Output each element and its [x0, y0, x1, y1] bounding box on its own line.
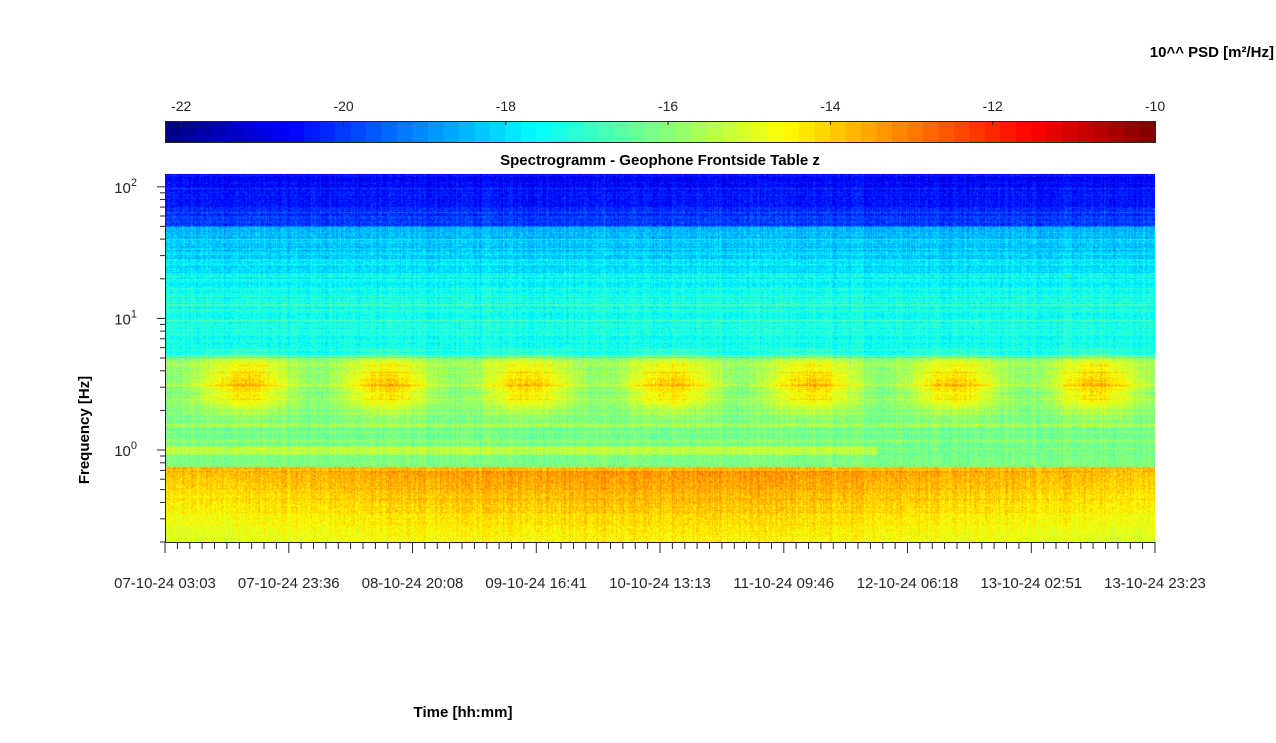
- colorbar-swatch: [350, 121, 367, 142]
- x-tick-label: 11-10-24 09:46: [733, 575, 834, 592]
- colorbar-swatch: [922, 121, 940, 142]
- colorbar-frame: [165, 121, 1156, 143]
- colorbar-swatch: [427, 121, 445, 142]
- colorbar-tick-label: -10: [1145, 98, 1165, 114]
- x-tick-label: 07-10-24 03:03: [114, 575, 216, 592]
- colorbar-swatch: [474, 121, 491, 142]
- colorbar-swatch: [892, 121, 909, 142]
- colorbar-swatch: [644, 121, 661, 142]
- colorbar-tick-label: -18: [496, 98, 516, 114]
- colorbar-swatch: [226, 121, 243, 142]
- colorbar-swatch: [458, 121, 475, 142]
- colorbar-swatch: [613, 121, 630, 142]
- x-tick-label: 12-10-24 06:18: [857, 575, 959, 592]
- colorbar-tick-label: -16: [658, 98, 678, 114]
- colorbar-swatch: [984, 121, 1001, 142]
- colorbar-swatch: [675, 121, 692, 142]
- colorbar-swatch: [706, 121, 723, 142]
- colorbar-swatch: [1124, 121, 1141, 142]
- colorbar-swatch: [1046, 121, 1063, 142]
- colorbar-swatch: [876, 121, 893, 142]
- colorbar-swatch: [489, 121, 506, 142]
- colorbar-swatch: [288, 121, 305, 142]
- colorbar-swatch: [768, 121, 785, 142]
- colorbar-swatch: [304, 121, 321, 142]
- colorbar-swatch: [536, 121, 553, 142]
- colorbar-swatch: [1077, 121, 1094, 142]
- x-tick-label: 09-10-24 16:41: [485, 575, 587, 592]
- colorbar-swatch: [1108, 121, 1125, 142]
- y-axis-label: Frequency [Hz]: [76, 376, 93, 484]
- colorbar-label: 10^^ PSD [m²/Hz]: [1150, 44, 1274, 61]
- chart-title: Spectrogramm - Geophone Frontside Table …: [500, 152, 820, 169]
- colorbar-swatch: [598, 121, 615, 142]
- colorbar-swatch: [273, 121, 290, 142]
- colorbar-swatch: [505, 121, 522, 142]
- colorbar-swatch: [752, 121, 769, 142]
- colorbar-swatch: [737, 121, 754, 142]
- colorbar-swatch: [830, 121, 847, 142]
- colorbar-swatch: [520, 121, 537, 142]
- x-axis-ticks: 07-10-24 03:03 07-10-24 23:36 08-10-24 20:…: [114, 542, 1206, 592]
- y-tick-label: 102: [114, 177, 137, 197]
- colorbar-ticks: -22 -20 -18 -16 -14 -12 -10: [171, 98, 1165, 125]
- colorbar-swatch: [257, 121, 274, 142]
- colorbar-swatch: [721, 121, 738, 142]
- y-tick-label: 101: [114, 308, 137, 328]
- colorbar-swatch: [799, 121, 816, 142]
- y-tick-label: 100: [114, 440, 137, 460]
- colorbar-swatch: [814, 121, 831, 142]
- colorbar-swatch: [381, 121, 398, 142]
- colorbar-swatch: [443, 121, 460, 142]
- colorbar-tick-label: -14: [820, 98, 840, 114]
- colorbar-swatch: [582, 121, 599, 142]
- x-axis-label: Time [hh:mm]: [414, 704, 513, 721]
- colorbar-swatch: [1093, 121, 1110, 142]
- colorbar-swatch: [211, 121, 228, 142]
- colorbar-swatch: [861, 121, 878, 142]
- colorbar-swatch: [180, 121, 197, 142]
- colorbar-swatch: [366, 121, 383, 142]
- x-tick-label: 13-10-24 23:23: [1104, 575, 1206, 592]
- colorbar-swatch: [907, 121, 924, 142]
- colorbar-swatch: [1031, 121, 1048, 142]
- colorbar-swatch: [629, 121, 646, 142]
- colorbar-swatch: [660, 121, 677, 142]
- colorbar-swatch: [938, 121, 955, 142]
- colorbar-swatch: [1000, 121, 1017, 142]
- y-axis-ticks: 100 101 102: [114, 177, 165, 543]
- colorbar-swatch: [335, 121, 352, 142]
- colorbar-swatch: [1015, 121, 1032, 142]
- colorbar-swatch: [1139, 121, 1156, 142]
- colorbar-swatch: [242, 121, 259, 142]
- spectrogram-plot-area: [165, 174, 1155, 542]
- spectrogram-heatmap: [165, 174, 1155, 542]
- x-tick-label: 08-10-24 20:08: [362, 575, 464, 592]
- colorbar-tick-label: -20: [333, 98, 353, 114]
- colorbar-swatch: [953, 121, 970, 142]
- colorbar-swatch: [1062, 121, 1079, 142]
- colorbar-swatch: [412, 121, 429, 142]
- colorbar-swatch: [165, 121, 182, 142]
- colorbar-swatch: [783, 121, 800, 142]
- x-tick-label: 13-10-24 02:51: [980, 575, 1082, 592]
- x-tick-label: 10-10-24 13:13: [609, 575, 711, 592]
- colorbar-swatch: [397, 121, 414, 142]
- colorbar-swatch: [845, 121, 862, 142]
- colorbar-swatch: [567, 121, 584, 142]
- colorbar-tick-label: -22: [171, 98, 191, 114]
- colorbar-swatch: [551, 121, 568, 142]
- colorbar-swatch: [195, 121, 213, 142]
- colorbar-tick-label: -12: [983, 98, 1003, 114]
- colorbar-swatch: [969, 121, 986, 142]
- colorbar-swatch: [319, 121, 336, 142]
- colorbar-swatch: [690, 121, 708, 142]
- x-tick-label: 07-10-24 23:36: [238, 575, 340, 592]
- colorbar: [165, 121, 1156, 142]
